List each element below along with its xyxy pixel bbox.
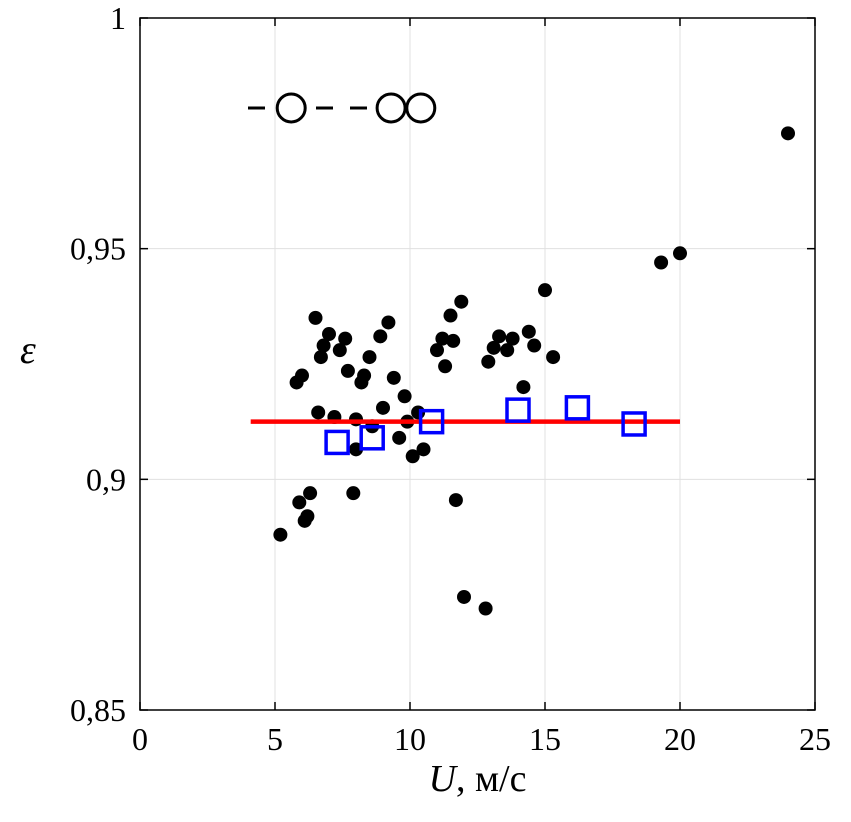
svg-text:25: 25 bbox=[799, 721, 831, 757]
x-axis-label-variable: U bbox=[428, 758, 456, 800]
svg-text:1: 1 bbox=[110, 0, 126, 36]
svg-text:15: 15 bbox=[529, 721, 561, 757]
y-axis-label: ε bbox=[20, 327, 36, 372]
svg-text:20: 20 bbox=[664, 721, 696, 757]
x-axis-label: U, м/с bbox=[140, 760, 815, 798]
svg-text:0,95: 0,95 bbox=[70, 231, 126, 267]
svg-text:5: 5 bbox=[267, 721, 283, 757]
svg-text:0,85: 0,85 bbox=[70, 692, 126, 728]
svg-text:10: 10 bbox=[394, 721, 426, 757]
x-axis-label-units: , м/с bbox=[455, 758, 527, 800]
svg-text:0,9: 0,9 bbox=[86, 461, 126, 497]
svg-text:0: 0 bbox=[132, 721, 148, 757]
